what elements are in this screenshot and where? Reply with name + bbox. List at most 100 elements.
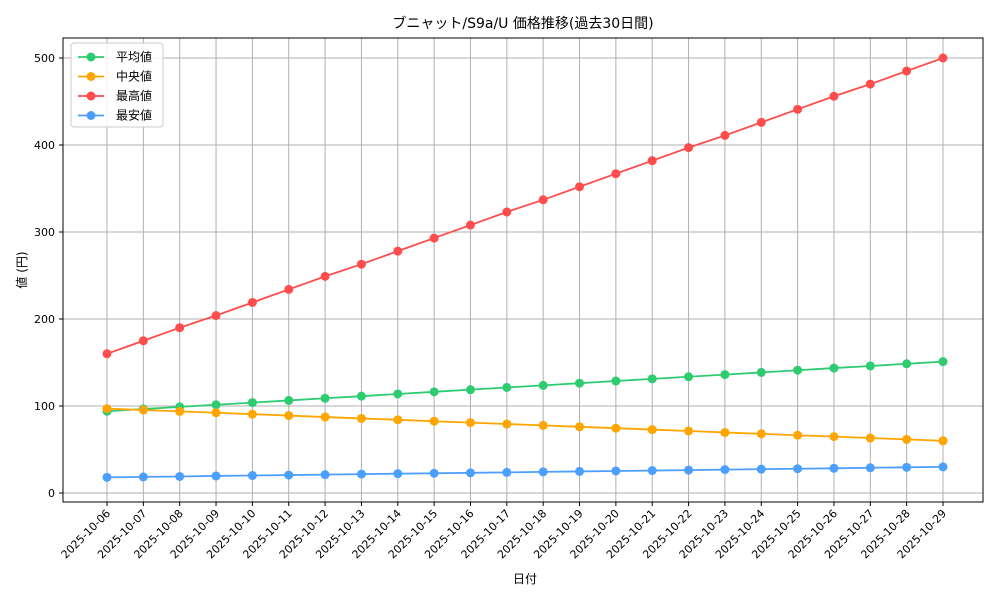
data-point <box>320 470 330 480</box>
data-point <box>902 462 912 472</box>
data-point <box>393 415 403 425</box>
data-point <box>720 427 730 437</box>
data-point <box>138 405 148 415</box>
data-point <box>538 467 548 477</box>
data-point <box>284 284 294 294</box>
data-point <box>902 359 912 369</box>
data-point <box>429 233 439 243</box>
chart-title: ブニャット/S9a/U 価格推移(過去30日間) <box>392 15 653 32</box>
data-point <box>502 207 512 217</box>
legend-label: 平均値 <box>116 49 152 64</box>
data-point <box>684 143 694 153</box>
data-point <box>320 393 330 403</box>
data-point <box>502 467 512 477</box>
data-point <box>502 382 512 392</box>
data-point <box>938 462 948 472</box>
data-point <box>356 259 366 269</box>
data-point <box>211 471 221 481</box>
data-point <box>393 469 403 479</box>
data-point <box>938 53 948 63</box>
series-1 <box>102 404 948 446</box>
data-point <box>575 466 585 476</box>
series-line <box>106 57 944 355</box>
data-point <box>175 323 185 333</box>
data-point <box>502 419 512 429</box>
data-point <box>829 463 839 473</box>
data-point <box>465 418 475 428</box>
data-point <box>575 378 585 388</box>
data-point <box>138 336 148 346</box>
data-point <box>575 422 585 432</box>
data-point <box>247 409 257 419</box>
data-point <box>756 367 766 377</box>
data-point <box>611 423 621 433</box>
data-point <box>829 91 839 101</box>
data-point <box>829 363 839 373</box>
data-point <box>247 471 257 481</box>
data-point <box>793 464 803 474</box>
plot-frame <box>62 37 984 503</box>
legend-marker <box>86 72 96 81</box>
series-0 <box>102 357 948 416</box>
data-point <box>211 311 221 321</box>
data-point <box>756 117 766 127</box>
data-point <box>902 434 912 444</box>
data-point <box>102 472 112 482</box>
data-point <box>538 420 548 430</box>
data-point <box>175 406 185 416</box>
data-point <box>211 408 221 418</box>
data-point <box>465 220 475 230</box>
data-point <box>720 370 730 380</box>
legend-label: 最安値 <box>116 108 152 123</box>
y-tick-label: 400 <box>34 139 55 152</box>
data-point <box>865 433 875 443</box>
data-point <box>429 387 439 397</box>
data-point <box>938 357 948 367</box>
data-point <box>938 436 948 446</box>
series-line <box>106 466 944 479</box>
y-axis-label: 値 (円) <box>14 251 29 288</box>
x-axis-label: 日付 <box>513 572 537 586</box>
data-point <box>720 130 730 140</box>
data-point <box>611 169 621 179</box>
y-tick-label: 500 <box>34 52 55 65</box>
data-point <box>902 66 912 76</box>
data-point <box>284 411 294 421</box>
data-point <box>793 430 803 440</box>
data-point <box>175 471 185 481</box>
data-point <box>247 297 257 307</box>
series-line <box>106 407 944 442</box>
y-tick-label: 100 <box>34 400 55 413</box>
data-point <box>538 195 548 205</box>
data-point <box>756 429 766 439</box>
data-point <box>575 182 585 192</box>
data-point <box>102 349 112 359</box>
data-point <box>284 470 294 480</box>
y-tick-label: 0 <box>48 487 55 500</box>
data-point <box>865 79 875 89</box>
data-point <box>211 400 221 410</box>
data-point <box>356 413 366 423</box>
data-point <box>684 426 694 436</box>
legend-label: 最高値 <box>116 88 152 103</box>
data-point <box>684 372 694 382</box>
data-point <box>647 156 657 166</box>
data-point <box>429 416 439 426</box>
series-3 <box>102 462 948 482</box>
data-point <box>684 465 694 475</box>
data-point <box>611 466 621 476</box>
data-point <box>102 404 112 414</box>
data-point <box>756 464 766 474</box>
legend-label: 中央値 <box>116 69 152 84</box>
data-point <box>356 391 366 401</box>
legend-marker <box>86 111 96 120</box>
series-2 <box>102 53 948 359</box>
legend-marker <box>86 91 96 101</box>
data-point <box>320 412 330 422</box>
series-line <box>106 360 944 413</box>
data-point <box>247 398 257 408</box>
data-point <box>793 104 803 114</box>
